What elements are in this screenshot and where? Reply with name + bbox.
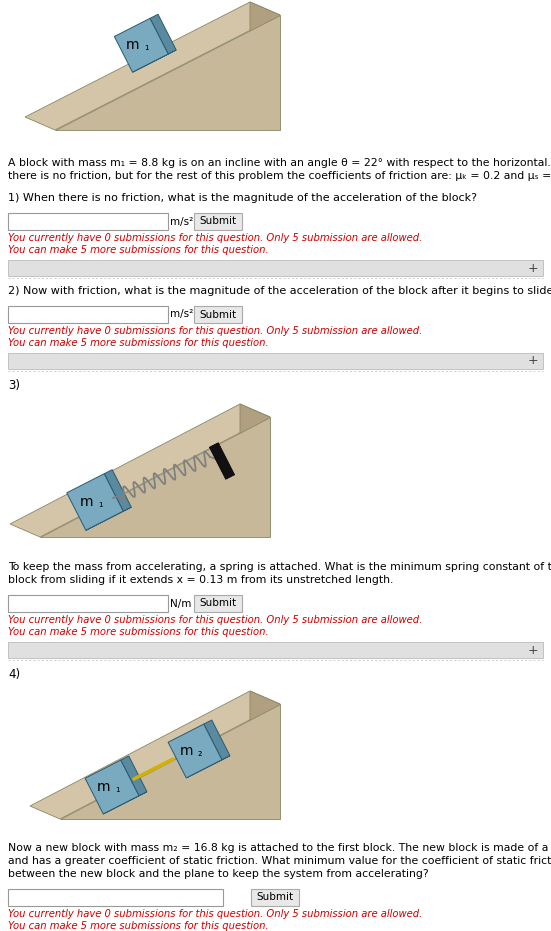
Text: You currently have 0 submissions for this question. Only 5 submission are allowe: You currently have 0 submissions for thi… [8, 615, 422, 625]
Polygon shape [209, 443, 235, 479]
Text: Submit: Submit [199, 217, 236, 226]
Text: ₁: ₁ [144, 42, 149, 52]
Text: +: + [528, 355, 538, 368]
Text: ₁: ₁ [98, 499, 102, 509]
Text: +: + [528, 262, 538, 275]
Polygon shape [121, 756, 147, 796]
Polygon shape [250, 2, 280, 130]
Text: between the new block and the plane to keep the system from accelerating?: between the new block and the plane to k… [8, 869, 429, 879]
Polygon shape [250, 691, 280, 819]
Text: You can make 5 more submissions for this question.: You can make 5 more submissions for this… [8, 338, 269, 348]
Polygon shape [168, 724, 222, 778]
Polygon shape [25, 2, 280, 130]
FancyBboxPatch shape [8, 595, 168, 612]
Polygon shape [86, 507, 131, 531]
Polygon shape [186, 756, 230, 778]
Polygon shape [150, 14, 176, 54]
Polygon shape [10, 404, 270, 537]
Text: ₂: ₂ [198, 748, 203, 758]
Text: To keep the mass from accelerating, a spring is attached. What is the minimum sp: To keep the mass from accelerating, a sp… [8, 562, 551, 572]
Text: m/s²: m/s² [170, 309, 193, 319]
Polygon shape [40, 417, 270, 537]
Text: Now a new block with mass m₂ = 16.8 kg is attached to the first block. The new b: Now a new block with mass m₂ = 16.8 kg i… [8, 843, 551, 853]
Text: You can make 5 more submissions for this question.: You can make 5 more submissions for this… [8, 921, 269, 931]
Text: 2) Now with friction, what is the magnitude of the acceleration of the block aft: 2) Now with friction, what is the magnit… [8, 286, 551, 296]
Text: 1) When there is no friction, what is the magnitude of the acceleration of the b: 1) When there is no friction, what is th… [8, 193, 477, 203]
FancyBboxPatch shape [8, 642, 543, 658]
Polygon shape [60, 704, 280, 819]
Text: You currently have 0 submissions for this question. Only 5 submission are allowe: You currently have 0 submissions for thi… [8, 909, 422, 919]
Text: block from sliding if it extends x = 0.13 m from its unstretched length.: block from sliding if it extends x = 0.1… [8, 575, 393, 585]
Polygon shape [240, 404, 270, 537]
FancyBboxPatch shape [8, 260, 543, 276]
Text: +: + [528, 643, 538, 656]
Text: ₁: ₁ [115, 784, 120, 794]
Text: there is no friction, but for the rest of this problem the coefficients of frict: there is no friction, but for the rest o… [8, 171, 551, 181]
Text: m/s²: m/s² [170, 217, 193, 226]
FancyBboxPatch shape [8, 306, 168, 323]
Text: m: m [180, 744, 193, 758]
Polygon shape [103, 791, 147, 814]
Polygon shape [204, 720, 230, 760]
FancyBboxPatch shape [251, 889, 299, 906]
Polygon shape [85, 760, 139, 814]
Text: You can make 5 more submissions for this question.: You can make 5 more submissions for this… [8, 627, 269, 637]
Text: 4): 4) [8, 668, 20, 681]
FancyBboxPatch shape [8, 889, 223, 906]
FancyBboxPatch shape [194, 213, 242, 230]
Polygon shape [132, 50, 176, 72]
Text: You currently have 0 submissions for this question. Only 5 submission are allowe: You currently have 0 submissions for thi… [8, 326, 422, 336]
Polygon shape [104, 469, 131, 511]
Text: N/m: N/m [170, 599, 191, 609]
Polygon shape [55, 15, 280, 130]
FancyBboxPatch shape [194, 595, 242, 612]
Text: m: m [79, 495, 93, 509]
Text: Submit: Submit [199, 309, 236, 319]
Text: You currently have 0 submissions for this question. Only 5 submission are allowe: You currently have 0 submissions for thi… [8, 233, 422, 243]
Text: Submit: Submit [199, 599, 236, 609]
Polygon shape [30, 691, 280, 819]
Text: and has a greater coefficient of static friction. What minimum value for the coe: and has a greater coefficient of static … [8, 856, 551, 866]
FancyBboxPatch shape [194, 306, 242, 323]
Text: 3): 3) [8, 379, 20, 392]
Polygon shape [67, 474, 123, 531]
Text: A block with mass m₁ = 8.8 kg is on an incline with an angle θ = 22° with respec: A block with mass m₁ = 8.8 kg is on an i… [8, 158, 551, 168]
FancyBboxPatch shape [8, 213, 168, 230]
Text: You can make 5 more submissions for this question.: You can make 5 more submissions for this… [8, 245, 269, 255]
Text: Submit: Submit [256, 893, 293, 902]
Polygon shape [115, 19, 168, 72]
FancyBboxPatch shape [8, 353, 543, 369]
Text: m: m [126, 38, 139, 52]
Text: m: m [96, 780, 110, 794]
